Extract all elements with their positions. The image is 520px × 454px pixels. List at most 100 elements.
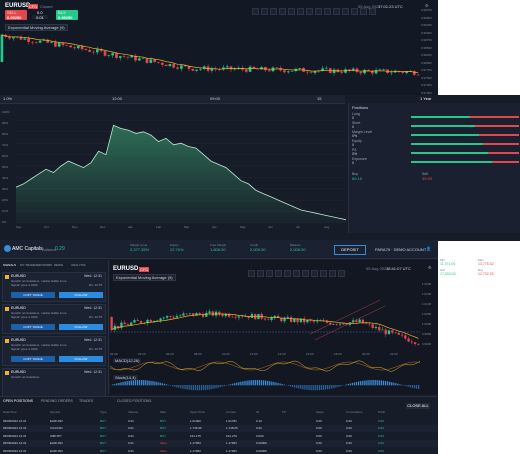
table-cell: 0.01	[128, 426, 134, 430]
table-row[interactable]: 05/08/2022 12:31 EURUSD BUY 0.01 BUY 1.01000 1…	[0, 417, 438, 424]
brush-icon[interactable]	[315, 8, 322, 15]
table-cell: GBPJPY	[50, 433, 62, 438]
zoom-icon-main[interactable]	[338, 270, 345, 277]
timeframe-button[interactable]	[252, 8, 259, 15]
trendline-icon[interactable]	[288, 8, 295, 15]
panel-row-value: 0	[352, 160, 354, 165]
period-selector[interactable]: 1 Year	[420, 96, 432, 101]
copy-trade-button[interactable]: COPY TRADE	[11, 356, 55, 362]
text-icon[interactable]	[324, 8, 331, 15]
sell-label: SELL	[7, 10, 17, 15]
candle	[188, 313, 192, 315]
candle	[162, 316, 165, 321]
lock-icon[interactable]	[360, 8, 367, 15]
timeframe-button-main[interactable]	[248, 270, 255, 277]
signals-tab[interactable]: NETWORK	[37, 263, 53, 267]
chart-type-icon[interactable]	[261, 8, 268, 15]
follow-button[interactable]: FOLLOW	[59, 356, 103, 362]
candle	[126, 56, 130, 60]
histogram-bar	[151, 381, 153, 386]
indicator-label[interactable]: Exponential Moving Average (9)	[5, 24, 68, 31]
panel-row-label: P/L	[352, 148, 358, 152]
magnet-icon[interactable]	[351, 8, 358, 15]
histogram-bar	[368, 380, 370, 386]
account-id[interactable]: PARA75 · DEMO ACCOUNT	[375, 247, 427, 252]
symbol-title[interactable]: EURUSD	[5, 3, 31, 9]
macd-chart[interactable]	[110, 358, 420, 374]
candlestick-chart-main[interactable]	[110, 282, 420, 352]
area-chart[interactable]	[16, 109, 346, 223]
table-row[interactable]: 05/08/2022 12:31 EURUSD BUY 0.01 SELL 1.17963…	[0, 447, 438, 454]
candle	[172, 315, 175, 319]
crosshair-icon[interactable]	[279, 8, 286, 15]
signal-line3: Dir: 13.75	[88, 283, 102, 287]
settings-icon[interactable]: ⚙	[425, 3, 429, 8]
indicators-icon[interactable]	[270, 8, 277, 15]
deposit-button[interactable]: DEPOSIT	[334, 245, 366, 255]
text-icon-main[interactable]	[320, 270, 327, 277]
chart-type-icon-main[interactable]	[257, 270, 264, 277]
bottom-tab[interactable]: CLOSED POSITIONS	[117, 399, 152, 403]
bottom-tab[interactable]: OPEN POSITIONS	[3, 399, 33, 403]
follow-button[interactable]: FOLLOW	[59, 324, 103, 330]
signal-symbol: EURUSD	[11, 306, 26, 310]
table-row[interactable]: 05/08/2022 12:31 GBPJPY BUY 0.01 BUY 161.175 1…	[0, 432, 438, 439]
panel-row-label: Short	[352, 121, 361, 125]
panel-row-bar-fill	[411, 161, 492, 163]
trash-icon[interactable]	[369, 8, 376, 15]
signals-tab[interactable]: ANALYSIS	[71, 263, 86, 267]
candle	[210, 66, 214, 73]
buy-button[interactable]: BUY 0.99250	[56, 10, 78, 20]
indicators-icon-main[interactable]	[266, 270, 273, 277]
candle	[31, 40, 34, 45]
candle	[286, 314, 289, 319]
lot-input[interactable]: 0.01	[32, 15, 48, 20]
signals-tab[interactable]: NEWS	[54, 263, 63, 267]
histogram-bar	[413, 385, 416, 389]
signals-tab[interactable]: MY TRADES	[20, 263, 38, 267]
copy-trade-button[interactable]: COPY TRADE	[11, 292, 55, 298]
header-stat-value: 1,808.00	[210, 247, 226, 252]
time-tick: 12:00	[250, 352, 258, 356]
table-row[interactable]: 05/08/2022 12:31 XAUUSD BUY 0.01 BUY 1,746.06…	[0, 424, 438, 432]
brush-icon-main[interactable]	[311, 270, 318, 277]
bottom-tab[interactable]: TRADES	[79, 399, 94, 403]
histogram-bar	[211, 385, 213, 390]
table-row[interactable]: 05/08/2022 12:31 EURUSD BUY 0.01 SELL 1.17963…	[0, 439, 438, 447]
candle	[370, 69, 374, 76]
chart-symbol[interactable]: EURUSD	[113, 266, 139, 272]
horizontal-line-icon[interactable]	[297, 8, 304, 15]
measure-icon-main[interactable]	[329, 270, 336, 277]
histogram-bar	[351, 382, 354, 386]
trendline-icon-main[interactable]	[284, 270, 291, 277]
close-all-button[interactable]: CLOSE ALL	[406, 403, 430, 409]
candle	[416, 73, 420, 76]
signals-tab[interactable]: SIGNALS	[3, 263, 17, 267]
table-cell: 1.17963	[190, 448, 201, 453]
chart-indicator-label[interactable]: Exponential Moving Average (9)	[113, 274, 176, 281]
candle	[179, 314, 182, 317]
panel-row-value: 0%	[352, 151, 358, 156]
candle	[172, 62, 176, 69]
drawn-trendline[interactable]	[314, 305, 386, 341]
stoch-chart[interactable]	[110, 378, 420, 392]
bottom-tab[interactable]: PENDING ORDERS	[41, 399, 73, 403]
hline-icon-main[interactable]	[293, 270, 300, 277]
measure-icon[interactable]	[333, 8, 340, 15]
drawn-trendline[interactable]	[309, 299, 381, 335]
follow-button[interactable]: FOLLOW	[59, 292, 103, 298]
fibonacci-icon[interactable]	[306, 8, 313, 15]
macd-label[interactable]: MACD(12,26)	[113, 358, 142, 363]
histogram-bar	[242, 381, 244, 386]
chart-settings-icon[interactable]: ⚙	[428, 265, 432, 270]
zoom-icon[interactable]	[342, 8, 349, 15]
sell-button[interactable]: SELL 0.99250	[5, 10, 27, 20]
candlestick-chart-top[interactable]	[0, 28, 420, 96]
stoch-label[interactable]: Stoch(14,3)	[113, 375, 138, 380]
price-tick: 0.98750	[421, 38, 432, 42]
crosshair-icon-main[interactable]	[275, 270, 282, 277]
copy-trade-button[interactable]: COPY TRADE	[11, 324, 55, 330]
user-icon[interactable]: 👤	[426, 246, 431, 251]
candle	[329, 321, 332, 326]
fib-icon-main[interactable]	[302, 270, 309, 277]
